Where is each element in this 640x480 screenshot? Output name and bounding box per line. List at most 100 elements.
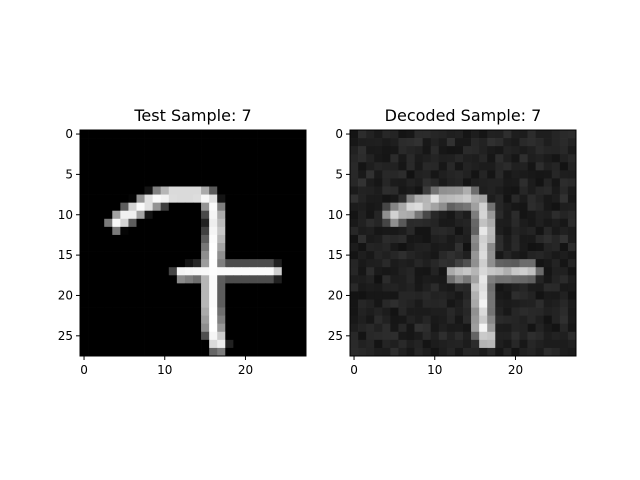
heatmap-cell — [257, 226, 266, 236]
heatmap-cell — [414, 267, 423, 276]
heatmap-cell — [487, 275, 496, 284]
heatmap-cell — [414, 146, 423, 155]
heatmap-cell — [80, 178, 89, 187]
heatmap-cell — [503, 323, 512, 333]
heatmap-cell — [446, 210, 456, 220]
heatmap-cell — [479, 178, 488, 187]
heatmap-cell — [128, 315, 137, 325]
heatmap-cell — [382, 210, 391, 220]
heatmap-cell — [366, 226, 375, 236]
heatmap-cell — [80, 267, 89, 276]
heatmap-cell — [374, 347, 383, 357]
heatmap-cell — [136, 347, 145, 357]
heatmap-cell — [519, 218, 528, 228]
heatmap-cell — [168, 267, 178, 276]
heatmap-cell — [88, 210, 97, 220]
heatmap-cell — [217, 243, 226, 252]
heatmap-cell — [519, 291, 528, 300]
heatmap-cell — [160, 170, 170, 179]
heatmap-cell — [398, 186, 407, 195]
heatmap-cell — [390, 291, 399, 300]
heatmap-cell — [297, 299, 307, 308]
heatmap-cell — [257, 267, 266, 276]
heatmap-cell — [144, 315, 153, 325]
heatmap-cell — [217, 291, 226, 300]
heatmap-cell — [249, 347, 258, 357]
heatmap-cell — [495, 275, 504, 284]
heatmap-cell — [454, 178, 464, 187]
heatmap-cell — [273, 234, 283, 244]
heatmap-cell — [463, 154, 472, 163]
heatmap-cell — [414, 218, 423, 228]
heatmap-cell — [422, 162, 432, 171]
heatmap-cell — [112, 170, 121, 179]
heatmap-cell — [112, 291, 121, 300]
heatmap-cell — [446, 130, 456, 139]
heatmap-cell — [120, 202, 129, 212]
heatmap-cell — [390, 170, 399, 179]
heatmap-cell — [257, 291, 266, 300]
heatmap-cell — [398, 218, 407, 228]
heatmap-cell — [233, 210, 242, 220]
heatmap-cell — [281, 146, 291, 155]
heatmap-cell — [265, 202, 275, 212]
heatmap-cell — [479, 130, 488, 139]
heatmap-cell — [201, 275, 210, 284]
heatmap-cell — [88, 178, 97, 187]
heatmap-cell — [289, 259, 299, 268]
heatmap-cell — [193, 275, 202, 284]
heatmap-cell — [193, 218, 202, 228]
heatmap-cell — [430, 194, 440, 203]
heatmap-cell — [382, 234, 391, 244]
heatmap-cell — [471, 267, 480, 276]
heatmap-cell — [398, 323, 407, 333]
heatmap-cell — [519, 234, 528, 244]
heatmap-cell — [543, 146, 553, 155]
heatmap-cell — [454, 259, 464, 268]
heatmap-cell — [358, 234, 367, 244]
heatmap-cell — [289, 243, 299, 252]
heatmap-cell — [144, 218, 153, 228]
heatmap-cell — [160, 339, 170, 349]
heatmap-cell — [463, 291, 472, 300]
heatmap-cell — [527, 178, 536, 187]
heatmap-cell — [265, 234, 275, 244]
heatmap-cell — [281, 243, 291, 252]
heatmap-cell — [471, 210, 480, 220]
heatmap-cell — [535, 299, 545, 308]
heatmap-cell — [96, 178, 105, 187]
heatmap-cell — [559, 146, 569, 155]
heatmap-cell — [209, 162, 218, 171]
heatmap-cell — [265, 146, 275, 155]
heatmap-cell — [144, 347, 153, 357]
heatmap-cell — [152, 339, 162, 349]
heatmap-cell — [487, 299, 496, 308]
heatmap-cell — [471, 315, 480, 325]
heatmap-cell — [80, 339, 89, 349]
heatmap-cell — [209, 267, 218, 276]
heatmap-cell — [374, 186, 383, 195]
heatmap-cell — [382, 307, 391, 316]
heatmap-cell — [366, 178, 375, 187]
heatmap-cell — [422, 138, 432, 147]
heatmap-cell — [225, 226, 234, 236]
heatmap-cell — [128, 251, 137, 260]
heatmap-cell — [289, 275, 299, 284]
heatmap-cell — [567, 331, 577, 341]
heatmap-cell — [273, 315, 283, 325]
heatmap-cell — [128, 243, 137, 252]
heatmap-cell — [241, 138, 250, 147]
heatmap-cell — [511, 259, 520, 268]
heatmap-cell — [350, 202, 359, 212]
heatmap-cell — [358, 202, 367, 212]
heatmap-cell — [217, 275, 226, 284]
heatmap-cell — [471, 275, 480, 284]
heatmap-cell — [374, 146, 383, 155]
heatmap-cell — [136, 178, 145, 187]
heatmap-cell — [390, 251, 399, 260]
heatmap-cell — [144, 283, 153, 292]
heatmap-cell — [144, 251, 153, 260]
heatmap-cell — [120, 210, 129, 220]
heatmap-cell — [184, 186, 194, 195]
heatmap-cell — [463, 283, 472, 292]
